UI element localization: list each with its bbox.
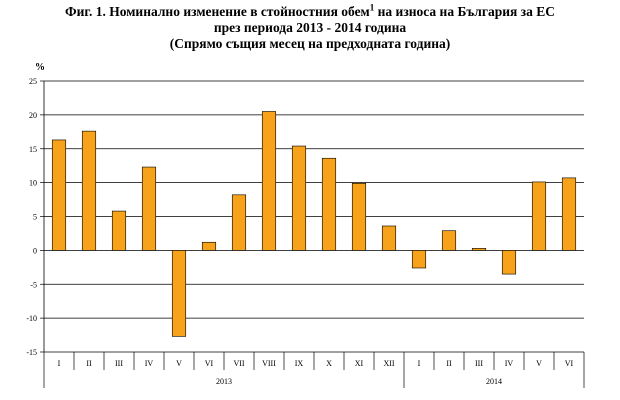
- year-label-2013: 2013: [216, 377, 232, 386]
- y-tick-label: -15: [26, 348, 37, 357]
- y-tick-label: 20: [29, 111, 37, 120]
- gridlines: [44, 80, 584, 353]
- y-tick-label: -5: [30, 280, 37, 289]
- bar-15: [471, 248, 487, 251]
- x-tick-label-5: V: [176, 359, 182, 368]
- y-tick-label: 25: [29, 77, 37, 86]
- title-line-1-suffix: на износа на България за ЕС: [374, 4, 555, 19]
- x-tick-label-15: III: [475, 359, 483, 368]
- bar-7: [231, 194, 247, 251]
- x-tick-label-3: III: [115, 359, 123, 368]
- x-tick-label-9: IX: [295, 359, 304, 368]
- bar-12: [381, 225, 397, 251]
- bar-1: [51, 139, 67, 251]
- title-line-1-prefix: Фиг. 1. Номинално изменение в стойностни…: [65, 4, 370, 19]
- y-tick-label: 5: [33, 213, 37, 222]
- axes: [40, 80, 585, 388]
- bar-5: [171, 250, 187, 337]
- bar-8: [261, 111, 277, 251]
- year-label-2014: 2014: [486, 377, 502, 386]
- x-tick-label-6: VI: [205, 359, 214, 368]
- x-tick-label-7: VII: [233, 359, 244, 368]
- y-tick-label: 15: [29, 145, 37, 154]
- x-tick-label-18: VI: [565, 359, 574, 368]
- bar-16: [501, 250, 517, 275]
- y-tick-label: 10: [29, 179, 37, 188]
- x-tick-label-8: VIII: [262, 359, 276, 368]
- bar-3: [111, 210, 127, 251]
- bar-10: [321, 157, 337, 251]
- x-tick-label-12: XII: [383, 359, 394, 368]
- bar-13: [411, 250, 427, 269]
- x-tick-label-10: X: [326, 359, 332, 368]
- bars: [51, 111, 577, 337]
- x-tick-label-14: II: [446, 359, 452, 368]
- bar-18: [561, 177, 577, 251]
- x-tick-label-16: IV: [505, 359, 514, 368]
- chart-title: Фиг. 1. Номинално изменение в стойностни…: [0, 2, 620, 52]
- y-tick-label: 0: [33, 246, 37, 255]
- bar-11: [351, 183, 367, 251]
- x-tick-label-17: V: [536, 359, 542, 368]
- title-line-3: (Спрямо същия месец на предходната годин…: [169, 36, 451, 51]
- x-tick-label-1: I: [58, 359, 61, 368]
- bar-6: [201, 241, 217, 251]
- bar-9: [291, 145, 307, 251]
- x-tick-label-2: II: [86, 359, 92, 368]
- bar-17: [531, 181, 547, 251]
- x-tick-label-11: XI: [355, 359, 364, 368]
- title-line-1: Фиг. 1. Номинално изменение в стойностни…: [0, 2, 620, 20]
- bar-2: [81, 130, 97, 251]
- y-axis-unit-label: %: [35, 62, 45, 73]
- x-tick-label-13: I: [418, 359, 421, 368]
- title-footnote-marker: 1: [369, 2, 375, 13]
- y-tick-label: -10: [26, 314, 37, 323]
- title-line-2: през периода 2013 - 2014 година: [213, 20, 407, 35]
- bar-14: [441, 230, 457, 251]
- x-tick-label-4: IV: [145, 359, 154, 368]
- bar-4: [141, 166, 157, 251]
